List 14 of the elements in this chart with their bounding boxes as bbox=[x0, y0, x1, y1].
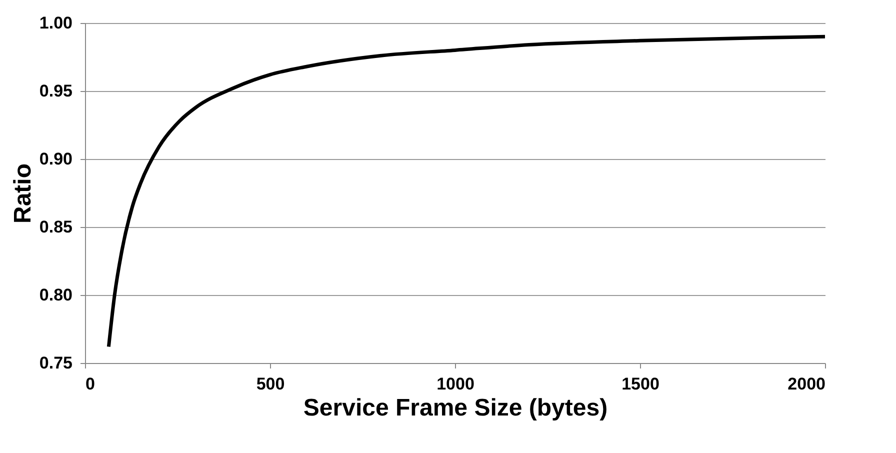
x-tick-label: 1000 bbox=[436, 374, 474, 394]
y-tick-label: 0.90 bbox=[39, 150, 72, 168]
x-tick-label: 500 bbox=[256, 374, 285, 394]
y-tick-label: 1.00 bbox=[39, 14, 72, 32]
y-tick-label: 0.75 bbox=[39, 354, 72, 372]
y-tick-label: 0.95 bbox=[39, 82, 72, 100]
line-series bbox=[106, 34, 825, 348]
y-tick-label: 0.80 bbox=[39, 286, 72, 304]
x-tick-label: 1500 bbox=[622, 374, 660, 394]
y-tick-label: 0.85 bbox=[39, 218, 72, 236]
x-axis-title: Service Frame Size (bytes) bbox=[303, 394, 608, 422]
y-axis-title: Ratio bbox=[9, 164, 36, 224]
x-tick-label: 2000 bbox=[788, 374, 826, 394]
x-tick-label: 0 bbox=[86, 374, 95, 394]
